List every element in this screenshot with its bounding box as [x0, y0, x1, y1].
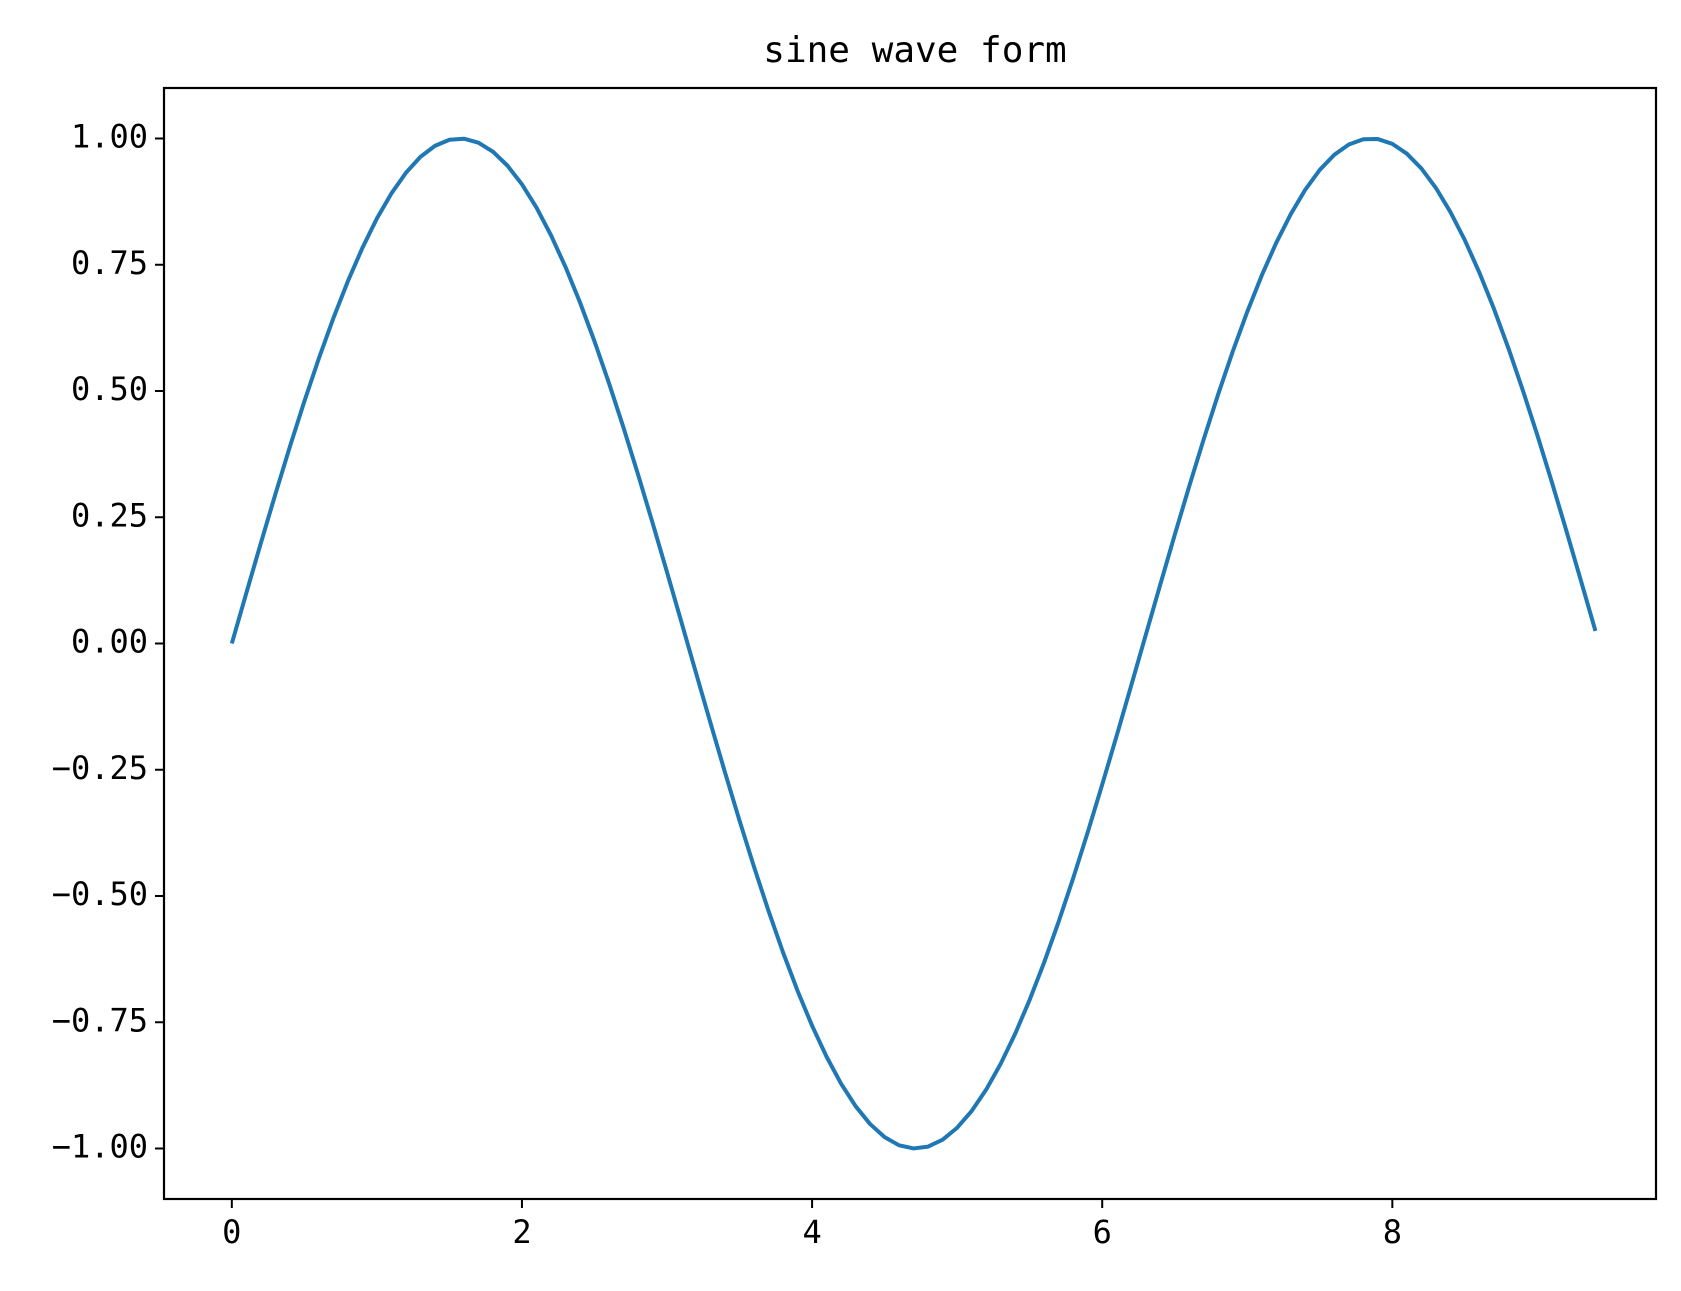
y-tick-label: 0.25	[71, 496, 148, 534]
y-tick-label: 0.75	[71, 244, 148, 282]
plot-frame	[162, 86, 1658, 1201]
x-tick-label: 8	[1383, 1213, 1402, 1251]
y-tick-label: −0.50	[52, 875, 148, 913]
x-axis: 0 2 4 6 8	[222, 1199, 1402, 1251]
y-tick-label: −0.75	[52, 1001, 148, 1039]
x-tick-label: 2	[512, 1213, 531, 1251]
y-tick-label: 0.00	[71, 623, 148, 661]
y-tick-label: 0.50	[71, 370, 148, 408]
y-tick-label: −1.00	[52, 1128, 148, 1166]
plot-series	[229, 136, 1598, 1151]
x-tick-label: 4	[802, 1213, 821, 1251]
y-tick-label: 1.00	[71, 118, 148, 156]
y-tick-label: −0.25	[52, 749, 148, 787]
x-tick-label: 6	[1093, 1213, 1112, 1251]
x-tick-label: 0	[222, 1213, 241, 1251]
series-line-0	[229, 136, 1598, 1151]
y-axis: 1.00 0.75 0.50 0.25 0.00 −0.25 −0.50 −0.75 −1.00	[52, 118, 164, 1166]
chart-title: sine wave form	[763, 30, 1066, 71]
